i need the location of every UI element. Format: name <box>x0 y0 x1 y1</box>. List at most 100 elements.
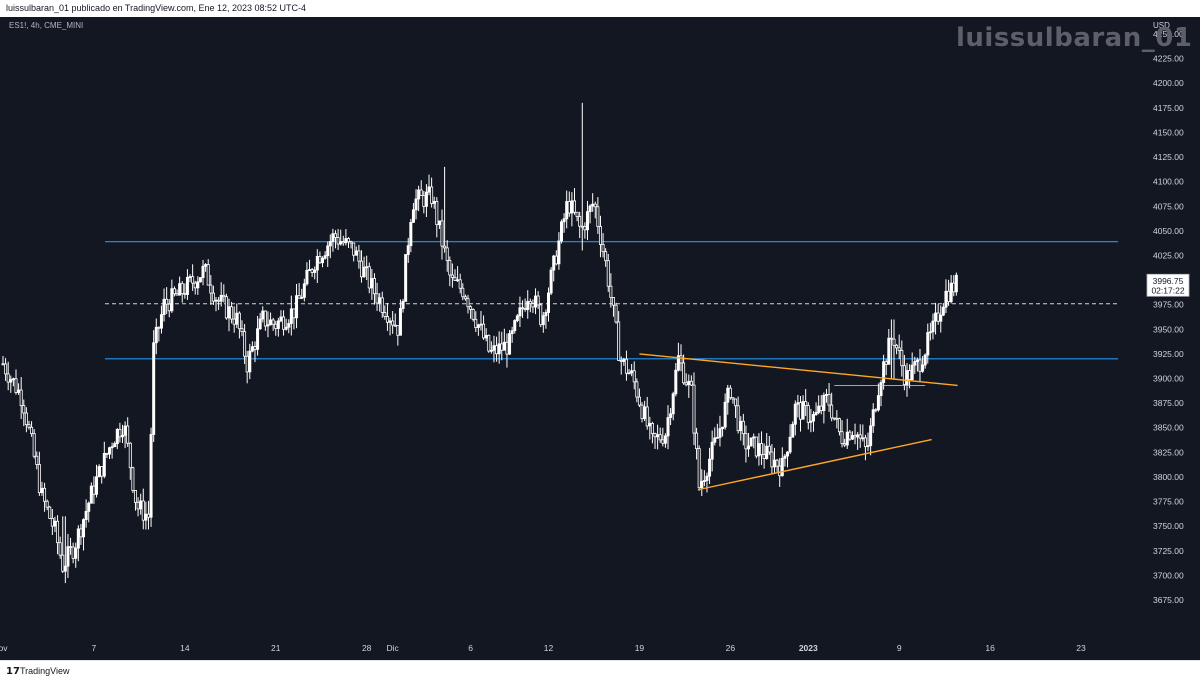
candle-body <box>765 445 769 459</box>
x-tick-label: 9 <box>897 643 902 653</box>
candle-body <box>554 255 558 265</box>
candle-body <box>658 434 662 441</box>
candle-body <box>370 278 374 289</box>
candle-body <box>848 431 852 440</box>
candle-body <box>593 203 597 208</box>
candle-body <box>102 452 106 477</box>
candle-body <box>276 320 280 329</box>
candle-body <box>63 565 67 572</box>
price-axis[interactable] <box>1118 17 1200 660</box>
candle-body <box>915 359 919 363</box>
candle-body <box>313 269 317 273</box>
candle-body <box>578 216 582 227</box>
candle-body <box>874 409 878 412</box>
candle-body <box>250 346 254 352</box>
candle-body <box>40 487 44 494</box>
candle-body <box>489 349 493 352</box>
candle-body <box>819 405 823 411</box>
candle-body <box>74 547 78 559</box>
candle-body <box>17 389 21 393</box>
candle-body <box>456 279 460 282</box>
candle-body <box>237 312 241 330</box>
candle-body <box>165 298 169 305</box>
candle-body <box>648 422 652 427</box>
x-tick-label: 7 <box>92 643 97 653</box>
symbol-label: ES1!, 4h, CME_MINI <box>9 21 84 30</box>
x-tick-label: 16 <box>985 643 995 653</box>
candle-body <box>645 406 649 427</box>
triangle-trendline[interactable] <box>697 438 932 491</box>
candle-body <box>637 396 641 406</box>
candle-body <box>58 542 62 556</box>
candle-body <box>126 425 130 444</box>
candle-body <box>427 186 431 193</box>
candle-body <box>463 296 467 300</box>
candle-body <box>671 393 675 415</box>
candle-body <box>43 487 47 502</box>
x-tick-label: 2023 <box>799 643 818 653</box>
candle-body <box>882 361 886 383</box>
candle-body <box>256 328 260 350</box>
candle-body <box>232 318 236 325</box>
y-tick-label: 3825.00 <box>1153 447 1184 457</box>
candle-body <box>178 283 182 296</box>
candle-body <box>87 502 91 512</box>
triangle-trendline[interactable] <box>639 353 958 387</box>
candle-body <box>482 323 486 339</box>
candle-body <box>536 295 540 306</box>
candle-body <box>944 290 948 308</box>
candle-body <box>931 320 935 333</box>
candle-body <box>375 293 379 304</box>
candle-body <box>274 323 278 329</box>
y-tick-label: 4075.00 <box>1153 201 1184 211</box>
publish-info-text: luissulbaran_01 publicado en TradingView… <box>6 3 307 13</box>
candle-body <box>718 428 722 438</box>
candle-body <box>663 435 667 444</box>
candle-body <box>448 260 452 276</box>
tradingview-logo-icon: 17 <box>6 666 20 677</box>
candle-body <box>328 241 332 247</box>
candle-body <box>326 245 330 257</box>
candle-body <box>557 240 561 265</box>
candle-body <box>892 338 896 346</box>
candle-body <box>734 398 738 407</box>
candle-body <box>35 455 39 465</box>
candle-body <box>666 417 670 437</box>
candle-body <box>731 397 735 400</box>
candlestick-chart[interactable]: USD 3675.00 3700.00 3725.00 3750.00 3775.00 38… <box>0 17 1200 660</box>
candle-body <box>567 201 571 214</box>
candle-body <box>575 211 579 217</box>
footer-bar: 17 TradingView <box>0 660 1200 681</box>
candle-body <box>617 321 621 361</box>
candle-body <box>757 443 761 457</box>
candle-body <box>895 344 899 349</box>
candle-body <box>157 326 161 329</box>
candle-body <box>417 189 421 200</box>
candle-body <box>193 282 197 289</box>
candle-body <box>596 206 600 227</box>
candle-body <box>76 528 80 549</box>
candle-body <box>721 426 725 430</box>
candle-body <box>661 439 665 444</box>
candle-body <box>560 221 564 242</box>
candle-body <box>715 436 719 439</box>
candle-body <box>905 370 909 385</box>
candle-body <box>146 513 150 518</box>
candle-body <box>341 241 345 244</box>
candle-body <box>887 337 891 365</box>
candle-body <box>346 238 350 243</box>
time-axis[interactable] <box>0 639 1200 660</box>
chart-area[interactable]: USD 3675.00 3700.00 3725.00 3750.00 3775.00 38… <box>0 17 1200 660</box>
y-tick-label: 3700.00 <box>1153 570 1184 580</box>
candle-body <box>445 247 449 261</box>
candle-body <box>934 312 938 322</box>
x-tick-label: 6 <box>468 643 473 653</box>
candle-body <box>773 459 777 468</box>
candle-body <box>196 281 200 289</box>
candle-body <box>458 279 462 289</box>
candle-body <box>443 245 447 249</box>
candle-body <box>419 189 423 196</box>
candle-body <box>702 480 706 482</box>
candle-body <box>222 294 226 298</box>
candle-body <box>214 299 218 302</box>
